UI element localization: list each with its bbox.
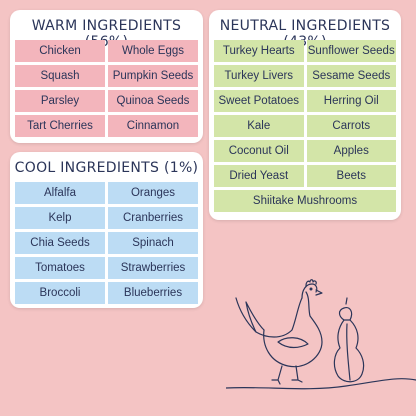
ingredient-cell: Chicken — [15, 40, 105, 62]
ingredient-cell: Tart Cherries — [15, 115, 105, 137]
chicken-icon — [235, 279, 323, 385]
ingredient-cell: Turkey Hearts — [214, 40, 304, 62]
ingredient-cell: Broccoli — [15, 282, 105, 304]
cool-ingredients-card: COOL INGREDIENTS (1%) Alfalfa Oranges Ke… — [10, 152, 203, 308]
ingredient-cell: Chia Seeds — [15, 232, 105, 254]
ingredient-cell: Cinnamon — [108, 115, 198, 137]
ingredient-cell: Dried Yeast — [214, 165, 304, 187]
warm-ingredients-card: WARM INGREDIENTS (56%) Chicken Whole Egg… — [10, 10, 203, 143]
ingredient-cell: Kale — [214, 115, 304, 137]
cool-ingredients-title: COOL INGREDIENTS (1%) — [14, 160, 199, 176]
ingredient-cell: Squash — [15, 65, 105, 87]
ingredient-cell: Spinach — [108, 232, 198, 254]
ingredient-cell: Cranberries — [108, 207, 198, 229]
ingredient-cell: Alfalfa — [15, 182, 105, 204]
ingredient-cell: Oranges — [108, 182, 198, 204]
ingredient-cell: Coconut Oil — [214, 140, 304, 162]
ingredient-cell: Whole Eggs — [108, 40, 198, 62]
ground-line — [226, 378, 416, 390]
ingredient-cell: Shiitake Mushrooms — [214, 190, 396, 212]
warm-ingredients-grid: Chicken Whole Eggs Squash Pumpkin Seeds … — [15, 40, 198, 137]
ingredient-cell: Blueberries — [108, 282, 198, 304]
ingredient-cell: Strawberries — [108, 257, 198, 279]
ingredient-cell: Parsley — [15, 90, 105, 112]
neutral-ingredients-card: NEUTRAL INGREDIENTS (43%) Turkey Hearts … — [209, 10, 401, 220]
ingredient-cell: Kelp — [15, 207, 105, 229]
squash-icon — [333, 297, 365, 383]
ingredient-cell: Quinoa Seeds — [108, 90, 198, 112]
chicken-and-squash-icon — [226, 279, 416, 390]
neutral-ingredients-grid: Turkey Hearts Sunflower Seeds Turkey Liv… — [214, 40, 396, 212]
ingredient-cell: Beets — [306, 165, 396, 187]
ingredient-cell: Turkey Livers — [214, 65, 304, 87]
ingredient-cell: Sesame Seeds — [306, 65, 396, 87]
ingredient-cell: Apples — [306, 140, 396, 162]
cool-ingredients-grid: Alfalfa Oranges Kelp Cranberries Chia Se… — [15, 182, 198, 304]
ingredient-cell: Sunflower Seeds — [306, 40, 396, 62]
ingredient-cell: Tomatoes — [15, 257, 105, 279]
ingredient-cell: Carrots — [306, 115, 396, 137]
ingredient-cell: Herring Oil — [306, 90, 396, 112]
ingredient-cell: Pumpkin Seeds — [108, 65, 198, 87]
ingredient-cell: Sweet Potatoes — [214, 90, 304, 112]
